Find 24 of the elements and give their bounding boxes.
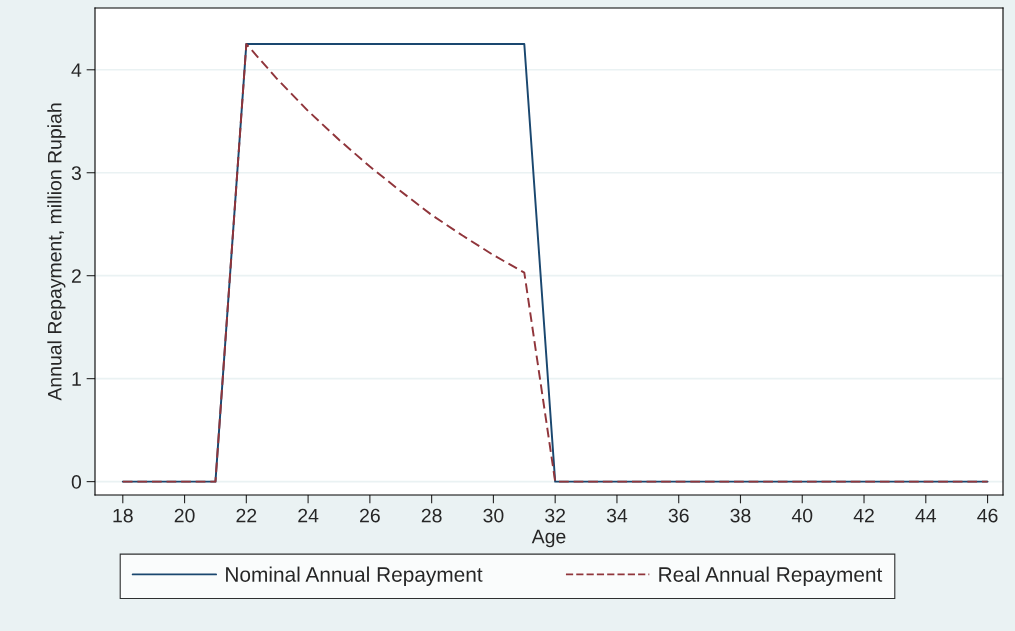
legend-label: Real Annual Repayment bbox=[659, 566, 883, 586]
x-tick-label: 20 bbox=[174, 508, 195, 523]
x-tick-label: 34 bbox=[606, 508, 628, 523]
x-tick-label: 24 bbox=[298, 508, 319, 523]
x-axis-title: Age bbox=[531, 529, 566, 548]
legend-label: Nominal Annual Repayment bbox=[226, 566, 483, 586]
x-tick-label: 42 bbox=[853, 508, 874, 523]
y-tick-label: 4 bbox=[71, 63, 82, 77]
y-tick-label: 0 bbox=[71, 475, 82, 489]
x-tick-label: 32 bbox=[545, 508, 566, 523]
x-tick-label: 22 bbox=[236, 508, 257, 523]
x-tick-label: 46 bbox=[977, 508, 998, 523]
y-tick-label: 1 bbox=[72, 372, 81, 386]
y-tick-label: 3 bbox=[71, 166, 81, 180]
x-tick-label: 26 bbox=[360, 508, 380, 523]
y-axis-title: Annual Repayment, million Rupiah bbox=[47, 103, 66, 401]
x-tick-label: 44 bbox=[915, 508, 937, 523]
y-tick-label: 2 bbox=[71, 269, 81, 283]
x-tick-label: 28 bbox=[421, 508, 442, 523]
x-tick-label: 40 bbox=[791, 508, 813, 523]
x-tick-label: 36 bbox=[668, 508, 689, 523]
x-tick-label: 38 bbox=[730, 508, 751, 523]
x-tick-label: 30 bbox=[483, 508, 504, 523]
x-tick-label: 18 bbox=[113, 508, 133, 523]
